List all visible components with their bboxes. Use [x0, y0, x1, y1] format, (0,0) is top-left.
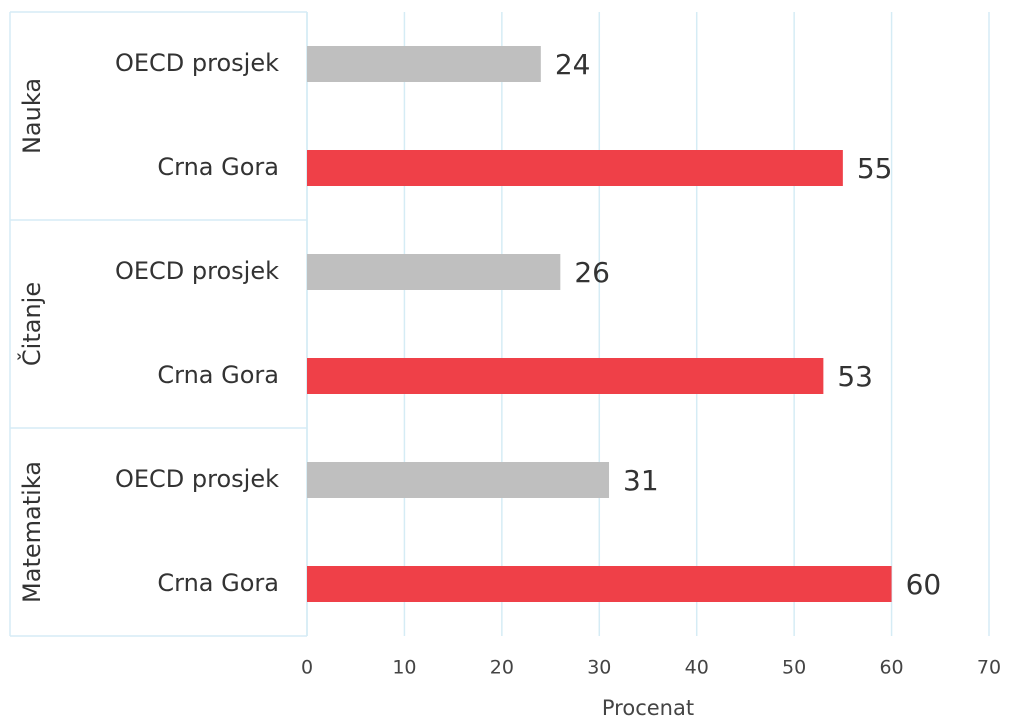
value-label: 24	[555, 48, 591, 81]
x-tick-label: 20	[490, 657, 514, 679]
value-label: 31	[623, 464, 659, 497]
category-label: Crna Gora	[157, 361, 279, 389]
value-label: 55	[857, 152, 893, 185]
category-label: Crna Gora	[157, 153, 279, 181]
group-label: Čitanje	[16, 282, 46, 366]
x-tick-label: 10	[392, 657, 416, 679]
value-label: 26	[574, 256, 610, 289]
x-tick-label: 40	[685, 657, 709, 679]
category-label: Crna Gora	[157, 569, 279, 597]
bar	[307, 150, 843, 186]
bar	[307, 254, 561, 290]
category-label: OECD prosjek	[115, 465, 279, 493]
x-tick-label: 30	[587, 657, 611, 679]
x-tick-label: 60	[879, 657, 903, 679]
x-tick-label: 50	[782, 657, 806, 679]
bar	[307, 462, 610, 498]
x-tick-label: 70	[977, 657, 1001, 679]
value-label: 53	[837, 360, 873, 393]
group-label: Matematika	[18, 461, 46, 603]
category-label: OECD prosjek	[115, 257, 279, 285]
bar	[307, 358, 824, 394]
x-axis-label: Procenat	[602, 696, 694, 720]
value-label: 60	[906, 568, 942, 601]
bar	[307, 566, 892, 602]
category-label: OECD prosjek	[115, 49, 279, 77]
bar	[307, 46, 541, 82]
group-label: Nauka	[18, 78, 46, 154]
x-tick-label: 0	[301, 657, 313, 679]
